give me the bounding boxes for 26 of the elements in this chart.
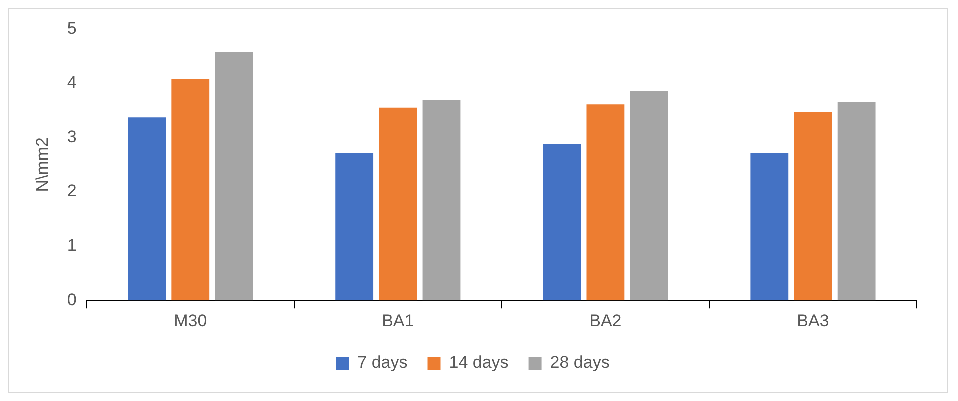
y-tick-label: 4 <box>67 73 77 92</box>
bar <box>750 154 789 301</box>
bar <box>336 154 374 301</box>
legend-label: 28 days <box>550 353 610 372</box>
legend-label: 7 days <box>358 353 408 372</box>
bar <box>838 102 876 301</box>
legend-label: 14 days <box>449 353 509 372</box>
bar <box>630 91 668 301</box>
bar <box>543 144 582 301</box>
bar <box>128 118 166 301</box>
y-tick-label: 3 <box>67 127 77 146</box>
bar <box>794 112 832 301</box>
x-tick-label: BA1 <box>382 311 414 330</box>
x-tick-label: M30 <box>174 311 208 330</box>
bar <box>586 104 625 301</box>
y-tick-label: 0 <box>67 290 77 310</box>
y-tick-label: 2 <box>67 182 77 201</box>
x-tick-label: BA2 <box>590 311 622 330</box>
bar <box>379 108 418 301</box>
y-axis-title: N\mm2 <box>32 138 52 192</box>
y-tick-label: 5 <box>67 18 77 38</box>
x-tick-label: BA3 <box>797 311 830 330</box>
bar <box>215 52 254 301</box>
bar <box>422 100 461 301</box>
y-tick-label: 1 <box>67 236 77 256</box>
bar <box>172 79 210 301</box>
